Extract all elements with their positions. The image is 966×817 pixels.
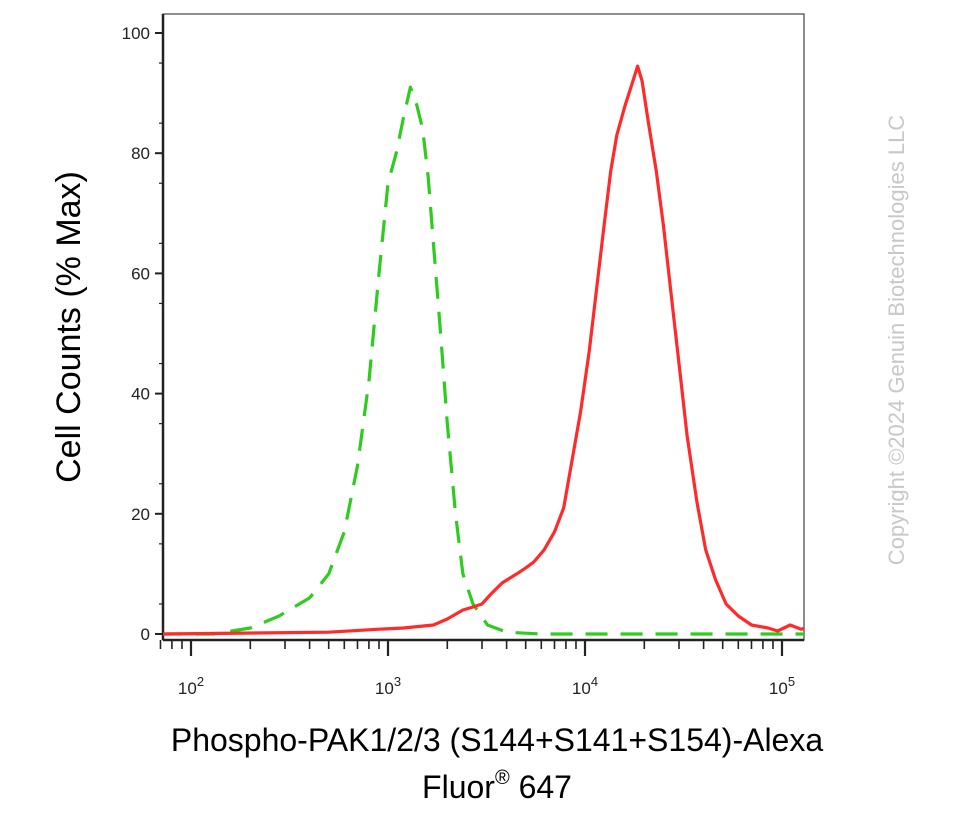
- x-tick-label: 105: [769, 674, 795, 698]
- x-axis-ticks: 102 103 104 105: [159, 640, 795, 698]
- x-axis-title-line2: Fluor® 647: [422, 767, 572, 805]
- x-axis-title-line1: Phospho-PAK1/2/3 (S144+S141+S154)-Alexa: [171, 722, 824, 758]
- y-tick-label: 0: [141, 625, 150, 644]
- y-tick-label: 40: [131, 385, 150, 404]
- y-axis-ticks: 0 20 40 60 80 100: [122, 24, 163, 644]
- plot-area-border: [162, 13, 805, 641]
- x-axis-title-647: 647: [510, 769, 572, 805]
- x-tick-label: 102: [178, 674, 204, 698]
- y-tick-label: 20: [131, 505, 150, 524]
- y-tick-label: 80: [131, 144, 150, 163]
- series-layer: [163, 64, 804, 636]
- y-tick-label: 60: [131, 264, 150, 283]
- copyright-watermark: Copyright ©2024 Genuin Biotechnologies L…: [884, 115, 909, 566]
- x-tick-label: 103: [375, 674, 401, 698]
- y-tick-label: 100: [122, 24, 150, 43]
- series-line-green-dashed: [163, 85, 804, 636]
- x-axis-title-fluor: Fluor: [422, 769, 495, 805]
- y-axis-title: Cell Counts (% Max): [50, 171, 88, 483]
- x-axis-title-registered-mark: ®: [495, 767, 510, 789]
- x-tick-label: 104: [572, 674, 598, 698]
- plot-frame: [161, 13, 805, 642]
- series-line-red-solid: [163, 64, 804, 636]
